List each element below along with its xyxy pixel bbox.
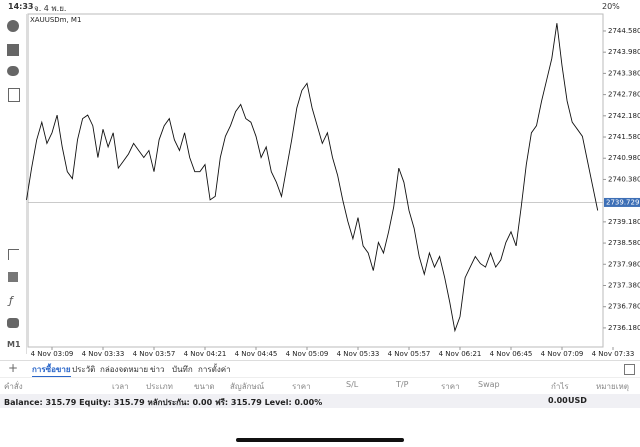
add-button[interactable]: + [8,361,19,375]
column-header: เวลา [112,382,129,391]
icon[interactable] [7,20,19,32]
column-header: สัญลักษณ์ [230,382,265,391]
timeframe[interactable]: M1 [7,340,21,349]
y-tick-label: 2741.580 [608,133,640,141]
tab[interactable]: ประวัติ [72,365,96,374]
icon[interactable] [7,44,19,56]
y-tick-label: 2740.380 [608,175,640,183]
x-tick-label: 4 Nov 04:21 [184,350,227,358]
x-tick-label: 4 Nov 05:57 [388,350,431,358]
home-indicator [236,438,404,442]
x-tick-label: 4 Nov 03:33 [82,350,125,358]
tab[interactable]: การตั้งค่า [198,365,231,374]
icon[interactable] [7,318,19,328]
y-tick-label: 2738.580 [608,239,640,247]
x-tick-label: 4 Nov 04:45 [235,350,278,358]
x-tick-label: 4 Nov 06:21 [439,350,482,358]
y-tick-label: 2743.380 [608,69,640,77]
current-price-label: 2739.729 [606,198,639,206]
profit: 0.00 [548,396,568,405]
x-tick-label: 4 Nov 07:09 [541,350,584,358]
y-tick-label: 2739.180 [608,218,640,226]
battery: 20% [602,2,620,11]
table-header: คำสั่ง เวลา ประเภท ขนาด สัญลักษณ์ ราคา S/L T/P ร… [0,377,640,392]
column-header: คำสั่ง [4,382,23,391]
column-header: ขนาด [194,382,215,391]
plot-frame [27,13,604,348]
status-date: จ. 4 พ.ย. [34,4,67,13]
column-header: Swap [478,380,500,389]
x-tick-label: 4 Nov 03:09 [31,350,74,358]
y-tick-label: 2742.780 [608,91,640,99]
y-tick-label: 2737.980 [608,260,640,268]
chart-title: XAUUSDm, M1 [30,16,81,24]
tab[interactable]: การซื้อขาย [32,363,71,378]
x-tick-label: 4 Nov 03:57 [133,350,176,358]
y-tick-label: 2736.180 [608,324,640,332]
sidebar: ƒ M1 [0,14,27,354]
y-tick-label: 2743.980 [608,48,640,56]
y-tick-label: 2744.580 [608,27,640,35]
column-header: T/P [396,380,409,389]
y-tick-label: 2737.380 [608,281,640,289]
x-tick-label: 4 Nov 07:33 [592,350,635,358]
y-tick-label: 2742.180 [608,112,640,120]
icon[interactable] [8,88,20,102]
x-tick-label: 4 Nov 05:33 [337,350,380,358]
tab[interactable]: กล่องจดหมาย [100,365,149,374]
price-line [26,23,599,333]
icon[interactable] [8,249,19,260]
column-header: ราคา [441,382,460,391]
tab-bar: + การซื้อขาย ประวัติ กล่องจดหมาย ข่าว บันทึก… [0,360,640,378]
icon[interactable]: ƒ [9,294,13,307]
chart: XAUUSDm, M1 2736.180 2736.780 2737.380 2737… [26,13,640,358]
column-header: ราคา [292,382,311,391]
current-price-box [604,197,640,207]
y-tick-label: 2740.980 [608,154,640,162]
column-header: S/L [346,380,359,389]
x-tick-label: 4 Nov 05:09 [286,350,329,358]
summary-bar: Balance: 315.79 Equity: 315.79 หลักประกั… [0,394,640,408]
icon[interactable] [7,66,19,76]
y-tick-label: 2736.780 [608,303,640,311]
currency: USD [568,396,587,405]
column-header: ประเภท [146,382,173,391]
balance-text: Balance: 315.79 Equity: 315.79 หลักประกั… [4,398,323,407]
tab[interactable]: บันทึก [172,365,193,374]
status-time: 14:33 [8,2,34,11]
column-header: หมายเหตุ [596,382,629,391]
icon[interactable] [8,272,18,282]
tab[interactable]: ข่าว [150,365,165,374]
x-tick-label: 4 Nov 06:45 [490,350,533,358]
column-header: กำไร [551,382,569,391]
icon[interactable] [624,364,635,375]
